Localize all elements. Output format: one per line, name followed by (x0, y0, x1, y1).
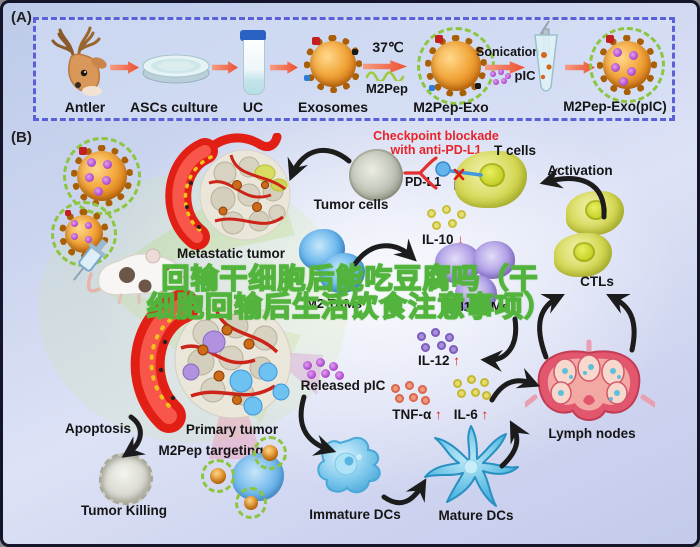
label-m1-tams: M1 TAMs (452, 299, 510, 314)
m1-tam-cell-2 (473, 241, 515, 279)
label-antler: Antler (64, 99, 106, 115)
label-sonication: Sonication (476, 45, 540, 59)
arrow-immature-to-mature (381, 478, 427, 506)
label-checkpoint-1: Checkpoint blockade (373, 129, 499, 143)
label-m2pep-exo: M2Pep-Exo (413, 99, 489, 115)
label-uc: UC (242, 99, 264, 115)
label-ctls: CTLs (580, 274, 614, 289)
label-activation: Activation (547, 163, 613, 178)
label-primary-tumor: Primary tumor (185, 422, 279, 437)
tnfa-up-arrow: ↑ (435, 407, 442, 422)
targeting-exosome-2 (253, 436, 287, 470)
metastatic-tumor-graphic (165, 133, 291, 250)
watermark-line-2: 细胞回输后生活饮食注意事项） (146, 291, 554, 322)
pd-l1-ligand-icon (435, 161, 451, 177)
label-ascs-culture: ASCs culture (130, 99, 218, 115)
ctl-cell-2 (554, 233, 612, 277)
m2pep-peptide-icon (365, 71, 405, 81)
sonication-tube-icon (534, 21, 558, 92)
label-tumor-cells: Tumor cells (313, 197, 389, 212)
targeting-exosome-1 (201, 459, 235, 493)
label-pd-l1: PD-L1 (404, 175, 442, 189)
panel-b-tag: (B) (11, 129, 32, 146)
il12-up-arrow: ↑ (453, 353, 461, 368)
label-m2pep-targeting: M2Pep targeting (158, 443, 264, 458)
label-tnfa: TNF-α ↑ (392, 407, 442, 422)
deer-antler-icon (51, 26, 107, 96)
label-il6: IL-6 ↑ (453, 407, 489, 422)
label-checkpoint-2: with anti-PD-L1 (390, 143, 482, 157)
immature-dc-graphic (317, 436, 381, 494)
dead-tumor-cell (99, 453, 153, 505)
label-exosomes: Exosomes (297, 99, 369, 115)
label-pic: pIC (514, 68, 536, 83)
exosome-icon (304, 35, 362, 93)
il6-up-arrow: ↑ (481, 407, 489, 422)
syringe-icon (73, 238, 107, 281)
label-m2pep: M2Pep (366, 81, 408, 96)
label-immature-dcs: Immature DCs (309, 507, 401, 522)
mature-dc-graphic (424, 425, 519, 507)
watermark-line-1: 回输干细胞后能吃豆腐吗（干 (161, 263, 539, 294)
label-m2pep-exo-pic: M2Pep-Exo(pIC) (563, 99, 667, 114)
label-tumor-killing: Tumor Killing (81, 503, 167, 518)
m2pep-exo-pic-icon (589, 27, 665, 103)
mouse-icon (87, 248, 188, 305)
uc-tube-icon (240, 30, 266, 96)
label-il10: IL-10 ↓ (421, 232, 465, 247)
label-m2-tams: M2 TAMs (305, 296, 363, 311)
arrow-m1-to-il12 (480, 316, 519, 372)
label-temp: 37℃ (372, 39, 404, 55)
panel-a-tag: (A) (11, 9, 32, 26)
ctl-cell-1 (566, 191, 624, 235)
arrow-m2-to-m1 (352, 238, 417, 267)
t-cell-graphic (455, 151, 527, 208)
m1-tam-cell-3 (455, 275, 497, 313)
label-released-pic: Released pIC (300, 378, 386, 393)
label-apoptosis: Apoptosis (65, 421, 131, 436)
primary-tumor-graphic (130, 289, 292, 433)
label-t-cells: T cells (493, 143, 537, 158)
injected-exosome-1 (63, 137, 141, 215)
il10-down-arrow: ↓ (457, 232, 465, 247)
label-il12: IL-12 ↑ (417, 353, 461, 368)
petri-dish-icon (142, 54, 210, 84)
label-mature-dcs: Mature DCs (438, 508, 514, 523)
label-metastatic-tumor: Metastatic tumor (176, 246, 286, 261)
lymph-node-graphic (525, 339, 655, 421)
pic-dots-small (490, 69, 512, 87)
tumor-cell-graphic (349, 149, 403, 201)
label-lymph-nodes: Lymph nodes (548, 426, 636, 441)
targeting-exosome-3 (235, 487, 267, 519)
